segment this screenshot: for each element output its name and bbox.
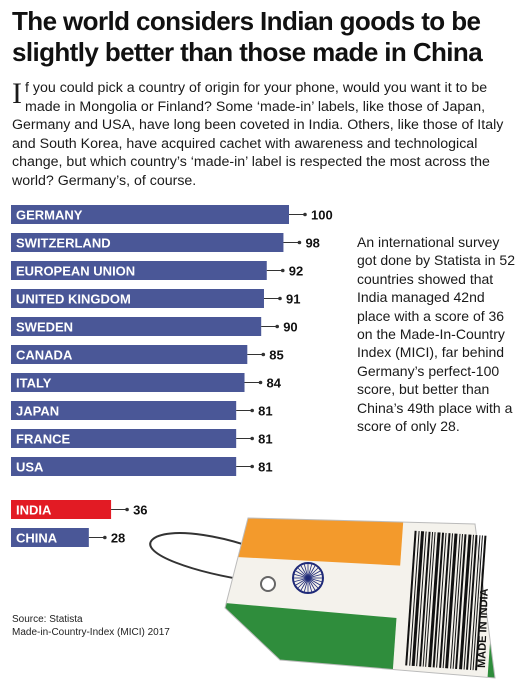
leader-dot-sweden	[275, 324, 280, 329]
bar-sweden	[11, 317, 262, 336]
bar-usa	[11, 457, 237, 476]
intro-text: f you could pick a country of origin for…	[12, 80, 504, 189]
barcode-icon	[405, 530, 487, 671]
source-line: Source: Statista	[12, 614, 83, 625]
leader-dot-italy	[258, 380, 263, 385]
category-label-france: FRANCE	[16, 432, 70, 447]
bar-italy	[11, 373, 245, 392]
leader-dot-japan	[250, 408, 254, 413]
bar-united-kingdom	[11, 289, 264, 308]
value-label-italy: 84	[267, 376, 282, 391]
leader-dot-usa	[250, 464, 254, 469]
category-label-italy: ITALY	[16, 376, 52, 391]
leader-dot-canada	[261, 352, 266, 357]
value-label-france: 81	[258, 432, 272, 447]
leader-dot-india	[125, 507, 129, 512]
category-label-sweden: SWEDEN	[16, 320, 73, 335]
source-note: Source: Statista Made-in-Country-Index (…	[12, 613, 262, 639]
value-label-sweden: 90	[283, 320, 297, 335]
value-label-germany: 100	[311, 208, 333, 223]
bar-european-union	[11, 261, 267, 280]
category-label-switzerland: SWITZERLAND	[16, 236, 111, 251]
category-label-germany: GERMANY	[16, 208, 83, 223]
value-label-india: 36	[133, 503, 147, 518]
made-in-india-tag-illustration: MADE IN INDIA	[149, 517, 496, 679]
category-label-european-union: EUROPEAN UNION	[16, 264, 135, 279]
bar-india	[11, 500, 112, 519]
category-label-japan: JAPAN	[16, 404, 59, 419]
bar-canada	[11, 345, 248, 364]
mici-bar-chart: GERMANY 100 SWITZERLAND 98 EUROPEAN UNION 92 U…	[11, 205, 333, 547]
value-label-japan: 81	[258, 404, 272, 419]
value-label-canada: 85	[269, 348, 283, 363]
leader-dot-germany	[303, 212, 307, 217]
leader-dot-switzerland	[297, 240, 302, 245]
headline: The world considers Indian goods to be s…	[12, 6, 483, 67]
value-label-united-kingdom: 91	[286, 292, 300, 307]
tag-outline	[224, 517, 496, 679]
leader-dot-united-kingdom	[278, 296, 282, 301]
value-label-china: 28	[111, 531, 125, 546]
leader-dot-france	[250, 436, 254, 441]
source-index-line: Made-in-Country-Index (MICI) 2017	[12, 627, 170, 638]
ashoka-chakra-icon	[292, 562, 324, 594]
category-label-usa: USA	[16, 460, 44, 475]
leader-dot-china	[103, 535, 107, 540]
tag-made-in-india-text: MADE IN INDIA	[476, 588, 491, 668]
survey-sidenote: An international survey got done by Stat…	[357, 234, 515, 435]
bar-france	[11, 429, 237, 448]
value-label-switzerland: 98	[305, 236, 319, 251]
tag-string	[149, 532, 291, 584]
value-label-european-union: 92	[289, 264, 303, 279]
bar-switzerland	[11, 233, 284, 252]
bar-germany	[11, 205, 289, 224]
category-label-canada: CANADA	[16, 348, 73, 363]
intro-dropcap: I	[12, 77, 22, 110]
category-label-united-kingdom: UNITED KINGDOM	[16, 292, 131, 307]
bar-china	[11, 528, 89, 547]
category-label-india: INDIA	[16, 503, 52, 518]
value-label-usa: 81	[258, 460, 272, 475]
category-label-china: CHINA	[16, 531, 58, 546]
tag-eyelet	[260, 576, 276, 592]
leader-dot-european-union	[280, 268, 285, 273]
bar-japan	[11, 401, 237, 420]
